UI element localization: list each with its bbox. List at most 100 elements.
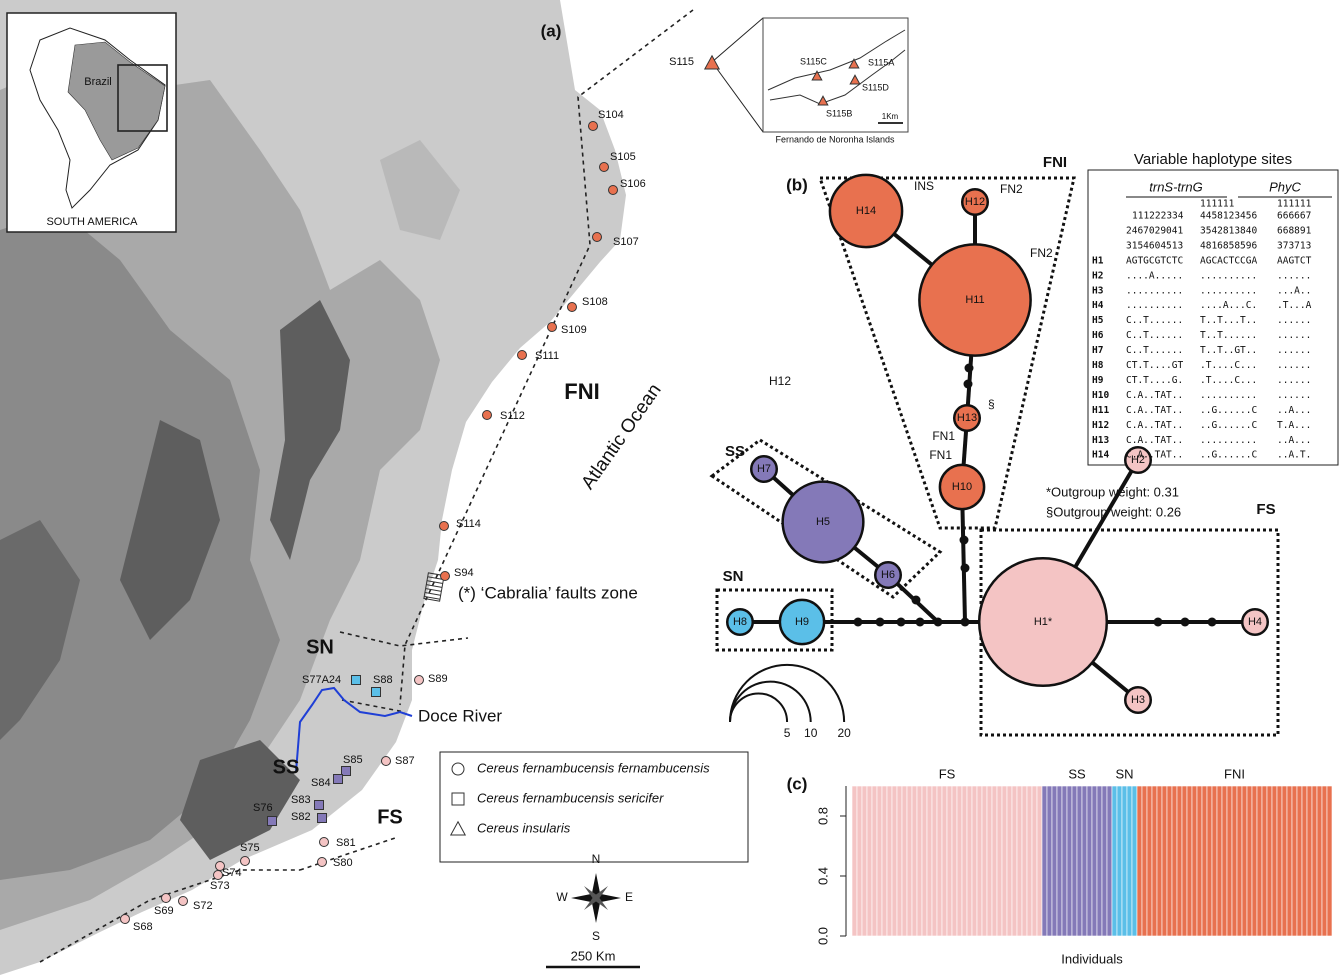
island-title: Fernando de Noronha Islands	[775, 134, 895, 144]
bar	[1222, 786, 1227, 936]
bar	[1302, 786, 1307, 936]
bar	[1037, 786, 1042, 936]
sequence-cell: .T...A	[1277, 300, 1312, 311]
y-tick-label: 0.0	[815, 927, 830, 945]
median-vector	[916, 618, 925, 627]
bar	[1202, 786, 1207, 936]
network-group-label: SN	[723, 568, 744, 585]
site-marker	[593, 233, 602, 242]
sequence-cell: C..T......	[1126, 315, 1183, 326]
compass-label: N	[592, 852, 601, 866]
network-group-label: FNI	[1043, 154, 1067, 171]
site-label: S109	[561, 324, 587, 336]
site-marker	[609, 186, 618, 195]
haplotype-row-label: H9	[1092, 375, 1104, 386]
sequence-cell: ......	[1277, 345, 1311, 356]
haplotype-label: H14	[856, 205, 876, 217]
sequence-cell: ..A...	[1277, 405, 1311, 416]
site-marker	[589, 122, 598, 131]
bar	[967, 786, 972, 936]
haplotype-label: H12	[965, 196, 985, 208]
bar	[1272, 786, 1277, 936]
bar	[1077, 786, 1082, 936]
site-marker	[483, 411, 492, 420]
bar	[922, 786, 927, 936]
bar	[1172, 786, 1177, 936]
haplotype-row-label: H5	[1092, 315, 1104, 326]
haplotype-label: H6	[881, 569, 895, 581]
region-label: FNI	[564, 379, 599, 404]
bar	[887, 786, 892, 936]
bar	[1257, 786, 1262, 936]
site-label: S74	[222, 867, 242, 879]
sequence-cell: ..........	[1200, 435, 1257, 446]
legend-label: FNI	[1224, 766, 1245, 781]
bar	[912, 786, 917, 936]
site-marker	[334, 775, 343, 784]
site-marker	[600, 163, 609, 172]
bar	[972, 786, 977, 936]
site-label: S115	[669, 56, 694, 68]
sequence-cell: ..A.T.	[1277, 450, 1311, 461]
site-label: S82	[291, 811, 311, 823]
site-label: S108	[582, 296, 608, 308]
sequence-cell: T..T...T..	[1200, 315, 1257, 326]
median-vector	[912, 596, 921, 605]
bar	[1152, 786, 1157, 936]
bar	[1227, 786, 1232, 936]
bar	[1197, 786, 1202, 936]
bar	[1287, 786, 1292, 936]
bar	[867, 786, 872, 936]
network-annotation: FN1	[929, 448, 952, 462]
sequence-cell: ...A..	[1277, 285, 1311, 296]
bar	[1322, 786, 1327, 936]
sequence-cell: ..A...	[1277, 435, 1311, 446]
bar	[1312, 786, 1317, 936]
panel-label: (a)	[541, 21, 562, 40]
bar	[1122, 786, 1127, 936]
sequence-cell: AAGTCT	[1277, 255, 1312, 266]
island-site-label: S115C	[800, 56, 827, 66]
position-digits: 111111	[1277, 199, 1312, 210]
bar	[857, 786, 862, 936]
site-marker	[440, 522, 449, 531]
bar	[1297, 786, 1302, 936]
scale-label: 250 Km	[571, 948, 616, 963]
island-site-label: S115B	[826, 108, 852, 118]
sequence-cell: ..........	[1200, 390, 1257, 401]
continent-label: SOUTH AMERICA	[46, 216, 138, 228]
site-label: S72	[193, 900, 213, 912]
sequence-cell: ..G......C	[1200, 450, 1257, 461]
site-label: S81	[336, 837, 356, 849]
sequence-cell: T..T..GT..	[1200, 345, 1257, 356]
legend-label: SS	[1068, 766, 1086, 781]
compass-label: W	[556, 890, 568, 904]
sequence-cell: ....A.....	[1126, 270, 1183, 281]
region-label: SS	[273, 756, 300, 778]
site-marker	[179, 897, 188, 906]
sequence-cell: ......	[1277, 330, 1311, 341]
network-annotation: FN2	[1000, 182, 1023, 196]
bar	[917, 786, 922, 936]
site-label: S88	[373, 674, 393, 686]
sequence-cell: T..T......	[1200, 330, 1257, 341]
compass-label: E	[625, 890, 633, 904]
bar	[877, 786, 882, 936]
sequence-cell: C.A..TAT..	[1126, 450, 1183, 461]
site-label: S69	[154, 905, 174, 917]
sequence-cell: T.A...	[1277, 420, 1311, 431]
haplotype-row-label: H14	[1092, 450, 1109, 461]
bar	[997, 786, 1002, 936]
compass	[571, 873, 621, 923]
bar	[1217, 786, 1222, 936]
bar	[862, 786, 867, 936]
median-vector	[1181, 618, 1190, 627]
haplotype-label: H1*	[1034, 616, 1053, 628]
site-label: S68	[133, 921, 153, 933]
site-marker	[548, 323, 557, 332]
bar	[1277, 786, 1282, 936]
bar	[937, 786, 942, 936]
position-digits: 3542813840	[1200, 225, 1257, 236]
river-label: Doce River	[418, 706, 502, 725]
median-vector	[1208, 618, 1217, 627]
